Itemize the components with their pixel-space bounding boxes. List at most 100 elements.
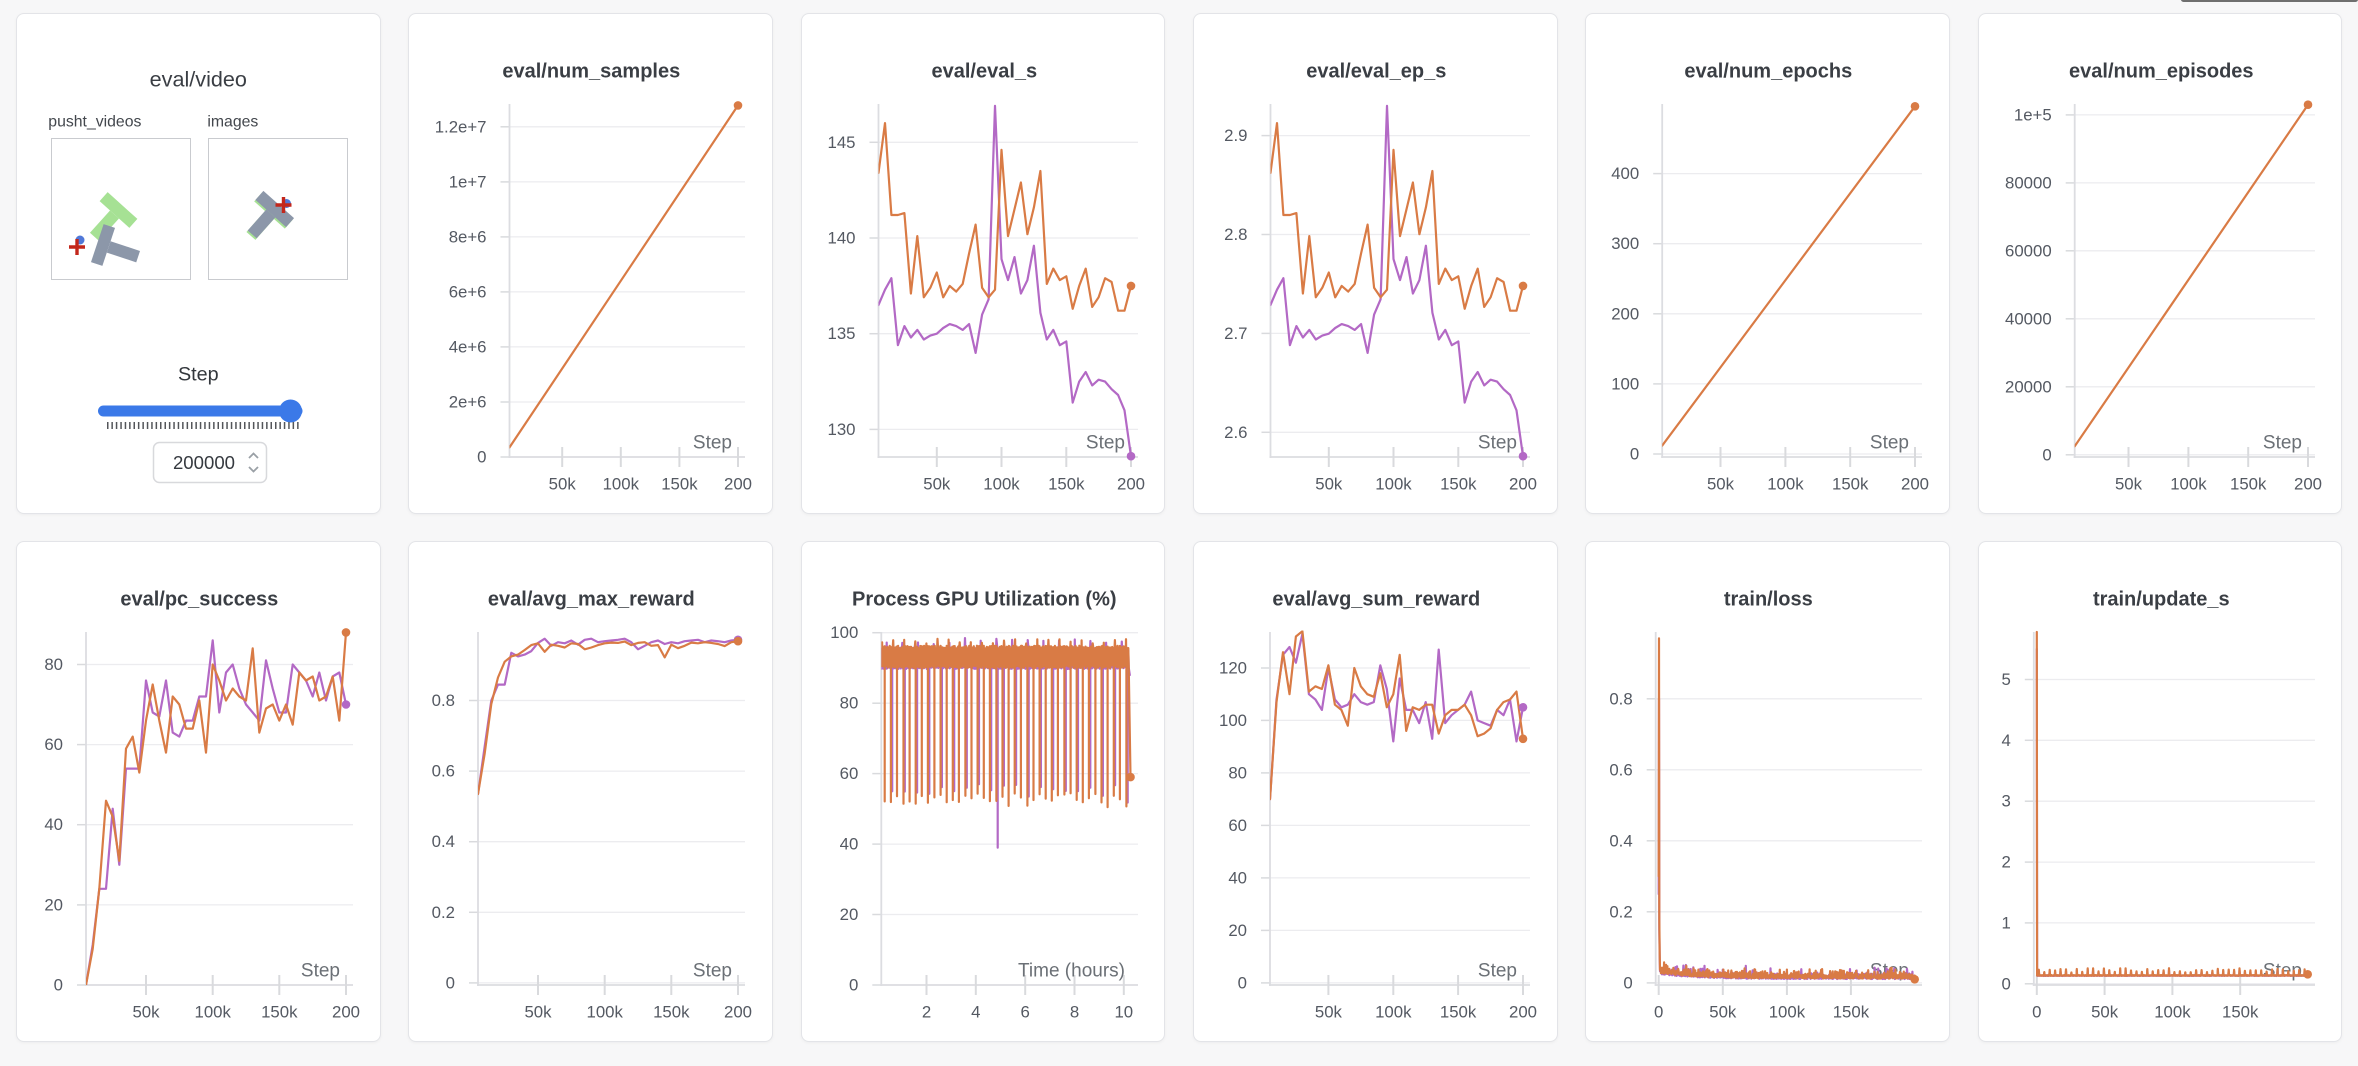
svg-text:2.8: 2.8 xyxy=(1224,225,1247,244)
svg-text:0: 0 xyxy=(1238,973,1247,992)
svg-text:0.4: 0.4 xyxy=(1610,831,1633,850)
svg-text:0: 0 xyxy=(1630,445,1639,464)
svg-text:150k: 150k xyxy=(2222,1003,2259,1022)
svg-text:Step: Step xyxy=(1086,433,1125,454)
svg-text:0.6: 0.6 xyxy=(1610,760,1633,779)
svg-text:80: 80 xyxy=(839,694,858,713)
svg-text:200: 200 xyxy=(1509,1003,1537,1022)
svg-text:400: 400 xyxy=(1611,164,1639,183)
svg-text:train/loss: train/loss xyxy=(1724,589,1813,611)
svg-text:50k: 50k xyxy=(1315,1003,1343,1022)
svg-text:eval/pc_success: eval/pc_success xyxy=(120,589,278,611)
svg-text:145: 145 xyxy=(827,133,855,152)
svg-text:1e+7: 1e+7 xyxy=(449,172,487,191)
svg-text:50k: 50k xyxy=(1710,1003,1738,1022)
svg-text:100k: 100k xyxy=(983,475,1020,494)
svg-text:Time (hours): Time (hours) xyxy=(1018,961,1125,982)
svg-text:pusht_videos: pusht_videos xyxy=(48,114,141,131)
svg-text:0.8: 0.8 xyxy=(432,691,455,710)
svg-text:0.8: 0.8 xyxy=(1610,689,1633,708)
svg-text:100k: 100k xyxy=(603,475,640,494)
svg-text:60000: 60000 xyxy=(2005,241,2052,260)
svg-text:0: 0 xyxy=(1654,1003,1663,1022)
svg-text:Step: Step xyxy=(1478,433,1517,454)
svg-text:10: 10 xyxy=(1114,1003,1133,1022)
svg-text:0: 0 xyxy=(2032,1003,2041,1022)
svg-text:150k: 150k xyxy=(1440,475,1477,494)
svg-text:60: 60 xyxy=(839,764,858,783)
svg-text:100: 100 xyxy=(1219,711,1247,730)
svg-text:eval/num_samples: eval/num_samples xyxy=(503,61,681,83)
svg-text:images: images xyxy=(207,114,258,131)
svg-text:50k: 50k xyxy=(2091,1003,2119,1022)
svg-text:0.2: 0.2 xyxy=(1610,902,1633,921)
svg-text:eval/eval_ep_s: eval/eval_ep_s xyxy=(1306,61,1446,83)
svg-text:100k: 100k xyxy=(1768,475,1805,494)
svg-text:1e+5: 1e+5 xyxy=(2014,105,2052,124)
svg-text:200: 200 xyxy=(1509,475,1537,494)
svg-text:200: 200 xyxy=(724,475,752,494)
svg-text:5: 5 xyxy=(2001,670,2010,689)
svg-text:50k: 50k xyxy=(1707,475,1735,494)
svg-text:Step: Step xyxy=(693,433,732,454)
svg-text:200: 200 xyxy=(1117,475,1145,494)
svg-text:eval/num_epochs: eval/num_epochs xyxy=(1685,61,1853,83)
svg-text:200: 200 xyxy=(1611,304,1639,323)
svg-text:Step: Step xyxy=(693,961,732,982)
svg-text:train/update_s: train/update_s xyxy=(2093,589,2230,611)
svg-text:300: 300 xyxy=(1611,234,1639,253)
svg-text:Step: Step xyxy=(1478,961,1517,982)
svg-text:2.6: 2.6 xyxy=(1224,423,1247,442)
svg-text:60: 60 xyxy=(44,735,63,754)
svg-text:120: 120 xyxy=(1219,659,1247,678)
svg-text:2.7: 2.7 xyxy=(1224,324,1247,343)
svg-text:50k: 50k xyxy=(549,475,577,494)
svg-text:0: 0 xyxy=(446,973,455,992)
svg-text:Step: Step xyxy=(301,961,340,982)
svg-text:200: 200 xyxy=(332,1003,360,1022)
svg-text:60: 60 xyxy=(1228,816,1247,835)
svg-text:80: 80 xyxy=(44,655,63,674)
svg-text:0: 0 xyxy=(849,976,858,995)
svg-text:eval/avg_max_reward: eval/avg_max_reward xyxy=(488,589,695,611)
svg-text:150k: 150k xyxy=(662,475,699,494)
svg-text:100k: 100k xyxy=(2154,1003,2191,1022)
svg-text:80000: 80000 xyxy=(2005,173,2052,192)
svg-text:150k: 150k xyxy=(1832,475,1869,494)
svg-text:0.4: 0.4 xyxy=(432,832,455,851)
svg-text:150k: 150k xyxy=(1440,1003,1477,1022)
svg-text:50k: 50k xyxy=(2115,475,2143,494)
svg-text:100k: 100k xyxy=(195,1003,232,1022)
svg-text:8e+6: 8e+6 xyxy=(449,227,487,246)
svg-text:6e+6: 6e+6 xyxy=(449,282,487,301)
svg-text:2: 2 xyxy=(922,1003,931,1022)
svg-text:150k: 150k xyxy=(653,1003,690,1022)
svg-text:2.9: 2.9 xyxy=(1224,126,1247,145)
svg-text:0.6: 0.6 xyxy=(432,762,455,781)
svg-text:1.2e+7: 1.2e+7 xyxy=(435,117,487,136)
svg-text:0: 0 xyxy=(2001,974,2010,993)
svg-text:100k: 100k xyxy=(2170,475,2207,494)
svg-text:4: 4 xyxy=(971,1003,980,1022)
svg-text:100: 100 xyxy=(1611,374,1639,393)
svg-text:eval/eval_s: eval/eval_s xyxy=(931,61,1037,83)
svg-text:8: 8 xyxy=(1070,1003,1079,1022)
svg-text:50k: 50k xyxy=(923,475,951,494)
svg-text:40: 40 xyxy=(44,815,63,834)
svg-text:20: 20 xyxy=(1228,921,1247,940)
svg-text:Step: Step xyxy=(178,364,219,386)
svg-text:200: 200 xyxy=(1901,475,1929,494)
svg-text:6: 6 xyxy=(1020,1003,1029,1022)
svg-text:200000: 200000 xyxy=(173,452,235,473)
svg-text:0: 0 xyxy=(477,448,486,467)
svg-text:40: 40 xyxy=(839,835,858,854)
svg-text:0.2: 0.2 xyxy=(432,903,455,922)
svg-text:130: 130 xyxy=(827,420,855,439)
svg-text:2e+6: 2e+6 xyxy=(449,393,487,412)
svg-text:100: 100 xyxy=(830,623,858,642)
svg-text:3: 3 xyxy=(2001,792,2010,811)
svg-text:0: 0 xyxy=(2042,445,2051,464)
svg-text:150k: 150k xyxy=(2230,475,2267,494)
svg-text:100k: 100k xyxy=(587,1003,624,1022)
svg-text:4: 4 xyxy=(2001,731,2010,750)
